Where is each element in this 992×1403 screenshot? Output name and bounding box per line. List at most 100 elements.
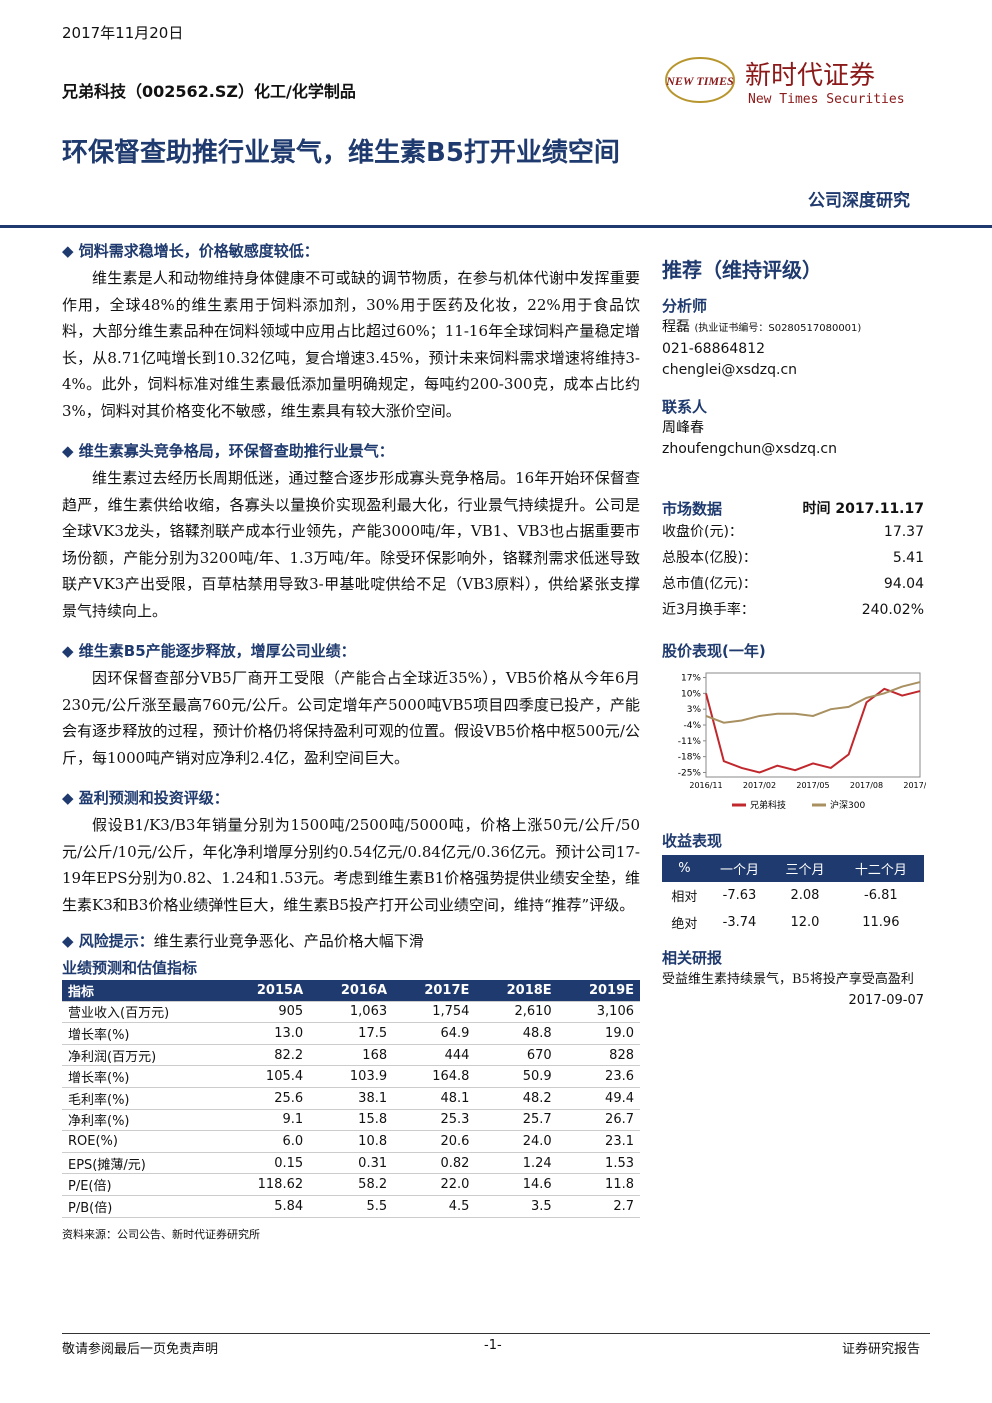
returns-cell: 2.08 [790,888,820,903]
section-paragraph: 维生素过去经历长周期低迷，通过整合逐步形成寡头竞争格局。16年开始环保督查趋严，… [62,469,640,620]
table-cell: 828 [557,1044,640,1067]
header-cell: % [662,855,707,882]
section-paragraph: 维生素是人和动物维持身体健康不可或缺的调节物质，在参与机体代谢中发挥重要作用，全… [62,269,640,420]
market-row: 近3月换手率： 240.02% [662,597,924,623]
market-value: 5.41 [892,550,924,566]
section-paragraph: 假设B1/K3/B3年销量分别为1500吨/2500吨/5000吨，价格上涨50… [62,816,640,914]
table-cell: 105.4 [225,1065,310,1088]
table-cell: 25.6 [225,1087,310,1110]
logo-en: New Times Securities [748,92,905,107]
table-cell: 64.9 [393,1022,476,1045]
table-cell: 82.2 [225,1044,310,1067]
section: 饲料需求稳增长，价格敏感度较低： 维生素是人和动物维持身体健康不可或缺的调节物质，… [62,240,640,424]
table-row: 净利率(%) 9.1 15.8 25.3 25.7 26.7 [62,1109,640,1132]
table-cell: 5.5 [309,1195,394,1218]
y-tick-label: -18% [678,753,702,763]
table-cell: 19.0 [557,1022,640,1045]
section: 维生素寡头竞争格局，环保督查助推行业景气： 维生素过去经历长周期低迷，通过整合逐步… [62,440,640,624]
table-cell: 净利润(百万元) [62,1044,226,1067]
table-cell: EPS(摊薄/元) [62,1152,226,1175]
table-cell: 毛利率(%) [62,1087,226,1110]
series-line [705,681,921,724]
table-cell: 23.1 [557,1130,640,1153]
footer-left: 敬请参阅最后一页免责声明 [62,1342,219,1357]
table-cell: 26.7 [557,1109,640,1132]
risk: 风险提示：维生素行业竞争恶化、产品价格大幅下滑 [62,930,640,951]
table-cell: 17.5 [309,1022,394,1045]
returns-cell: 11.96 [862,915,900,930]
forecast-table: 指标 2015A 2016A 2017E 2018E 2019E 营业收入(百万元) 905 1… [62,980,640,1218]
table-cell: 48.1 [393,1087,476,1110]
table-cell: 24.0 [475,1130,558,1153]
company: 兄弟科技（002562.SZ）化工/化学制品 [62,82,356,101]
header-cell: 三个月 [772,855,838,882]
header-cell: 2018E [475,980,558,1002]
returns-cell: -6.81 [864,888,898,903]
table-cell: 38.1 [309,1087,394,1110]
market-label: 近3月换手率： [662,602,755,618]
title: 环保督查助推行业景气，维生素B5打开业绩空间 [62,138,620,168]
market-heading: 市场数据 [662,500,723,518]
market-value: 240.02% [861,602,924,618]
table-cell: 3.5 [475,1195,558,1218]
x-tick-label: 2017/11 [903,781,926,790]
returns-header: % 一个月 三个月 十二个月 [662,855,924,882]
y-tick-label: -4% [683,721,701,731]
date: 2017年11月20日 [62,24,184,42]
table-cell: 0.31 [309,1152,394,1175]
contact-name: 周峰春 [662,420,704,436]
table-cell: 25.7 [475,1109,558,1132]
plot-frame [705,672,921,778]
x-tick-label: 2016/11 [689,781,722,790]
table-cell: 0.15 [225,1152,310,1175]
returns-cell: 相对 [671,890,698,905]
table-cell: 10.8 [309,1130,394,1153]
returns-row: 相对 -7.63 2.08 -6.81 [662,882,924,909]
table-cell: 增长率(%) [62,1022,226,1045]
table-row: 营业收入(百万元) 905 1,063 1,754 2,610 3,106 [62,1001,640,1024]
header-cell: 十二个月 [837,855,924,882]
table-row: 增长率(%) 105.4 103.9 164.8 50.9 23.6 [62,1065,640,1088]
table-cell: 103.9 [309,1065,394,1088]
table-row: ROE(%) 6.0 10.8 20.6 24.0 23.1 [62,1130,640,1153]
table-row: 净利润(百万元) 82.2 168 444 670 828 [62,1044,640,1067]
market-label: 总股本(亿股)： [662,550,757,566]
series-line [705,687,921,774]
table-row: P/E(倍) 118.62 58.2 22.0 14.6 11.8 [62,1173,640,1196]
legend-label: 兄弟科技 [750,799,786,811]
market: 市场数据 时间 2017.11.17 收盘价(元)： 17.37 总股本(亿股)： 5.… [662,498,924,623]
y-tick-label: 17% [681,674,701,684]
table-cell: 15.8 [309,1109,394,1132]
returns-cell: -7.63 [722,888,757,903]
table-cell: 4.5 [393,1195,476,1218]
header-rule [0,225,992,228]
section: 盈利预测和投资评级： 假设B1/K3/B3年销量分别为1500吨/2500吨/50… [62,787,640,918]
section-heading: 盈利预测和投资评级： [62,787,640,808]
table-cell: 营业收入(百万元) [62,1001,226,1024]
x-tick-label: 2017/08 [850,781,883,790]
analyst-name: 程磊 [662,319,690,335]
returns-table: % 一个月 三个月 十二个月相对 -7.63 2.08 -6.81 绝对 -3.74 12.0 11… [662,855,924,936]
analyst-heading: 分析师 [662,297,708,315]
footer-rule [62,1333,930,1334]
table-cell: 48.2 [475,1087,558,1110]
analyst: 分析师 程磊 (执业证书编号：S0280517080001) 021-68864… [662,296,924,460]
table-cell: 58.2 [309,1173,394,1196]
related-title: 受益维生素持续景气，B5将投产享受高盈利 [662,972,914,987]
market-row: 收盘价(元)： 17.37 [662,519,924,545]
main-column: 饲料需求稳增长，价格敏感度较低： 维生素是人和动物维持身体健康不可或缺的调节物质，… [62,240,640,1242]
table-cell: ROE(%) [62,1130,226,1153]
table-cell: 48.8 [475,1022,558,1045]
table-cell: P/B(倍) [62,1195,226,1218]
table-cell: 5.84 [225,1195,310,1218]
returns-cell: -3.74 [722,915,757,930]
analyst-phone: 021-68864812 [662,341,766,357]
logo-mark-text: NEW TIMES [665,74,734,88]
table-cell: 1.53 [557,1152,640,1175]
market-time: 时间 2017.11.17 [802,501,924,517]
x-tick-label: 2017/02 [743,781,776,790]
footer-center: -1- [484,1338,502,1353]
y-tick-label: 3% [687,705,702,715]
table-header: 指标 2015A 2016A 2017E 2018E 2019E [62,980,640,1002]
returns-row: 绝对 -3.74 12.0 11.96 [662,909,924,936]
